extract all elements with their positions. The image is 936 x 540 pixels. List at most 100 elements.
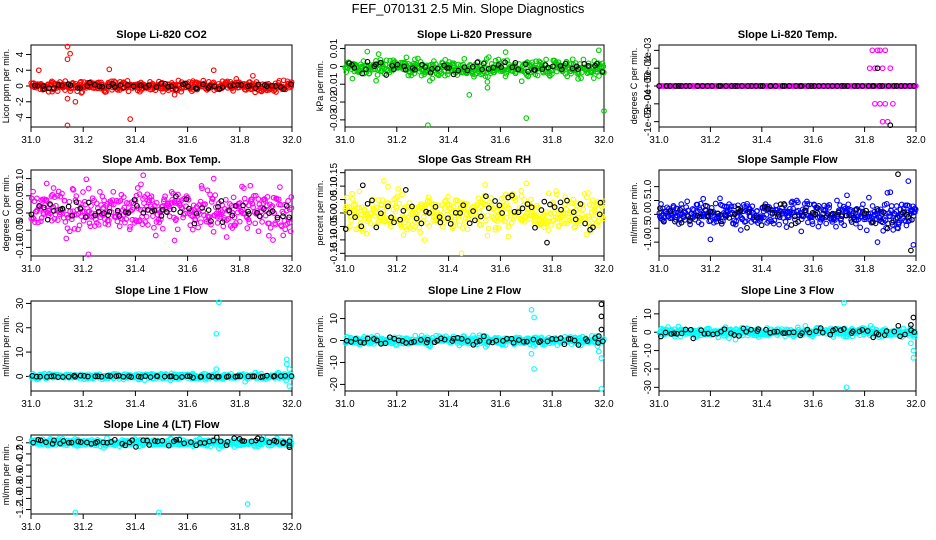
data-point: [678, 201, 685, 207]
x-tick-label: 32.0: [282, 399, 302, 410]
data-point: [280, 232, 287, 239]
data-point: [205, 207, 212, 213]
data-point: [158, 213, 165, 219]
data-point: [215, 203, 221, 210]
data-point: [260, 206, 267, 212]
data-point: [286, 383, 293, 389]
data-point: [547, 201, 553, 208]
series-primary: [656, 299, 919, 391]
data-point: [66, 228, 73, 235]
data-point: [869, 203, 876, 209]
data-point: [200, 208, 207, 215]
data-point: [496, 202, 503, 209]
data-point: [71, 225, 78, 232]
data-point: [757, 83, 764, 89]
panel-title: Slope Li-820 Pressure: [417, 29, 532, 41]
data-point: [561, 220, 568, 227]
data-point: [872, 100, 878, 107]
data-point: [68, 216, 75, 223]
data-point: [739, 83, 745, 89]
data-point: [133, 218, 140, 225]
data-point: [132, 197, 139, 204]
data-point: [833, 223, 839, 230]
x-tick-label: 31.0: [649, 264, 669, 275]
data-point: [863, 227, 870, 234]
data-point: [459, 225, 466, 231]
data-point: [492, 198, 498, 204]
data-point: [754, 208, 760, 214]
data-point: [432, 201, 439, 208]
y-tick-label: 0: [15, 83, 26, 89]
data-point: [380, 177, 387, 184]
y-tick-label: 0.00: [329, 203, 340, 223]
data-point: [843, 384, 850, 391]
x-tick-label: 31.0: [21, 522, 41, 533]
y-tick-label: -5e-04: [643, 89, 654, 118]
data-point: [69, 212, 76, 219]
data-point: [503, 200, 510, 207]
data-point: [450, 203, 457, 210]
data-point: [484, 79, 491, 85]
x-tick-label: 32.0: [906, 264, 926, 275]
data-point: [723, 83, 729, 89]
data-point: [249, 200, 256, 207]
data-point: [839, 83, 845, 89]
data-point: [130, 83, 137, 90]
data-point: [378, 202, 385, 209]
data-point: [737, 227, 744, 233]
data-point: [64, 122, 71, 129]
data-point: [272, 221, 279, 228]
data-point: [148, 197, 155, 204]
data-point: [92, 212, 98, 219]
data-point: [28, 211, 35, 218]
data-point: [698, 221, 705, 228]
data-point: [280, 213, 286, 220]
data-point: [884, 118, 891, 125]
data-point: [590, 75, 597, 81]
x-tick-label: 31.4: [126, 135, 146, 146]
data-point: [356, 188, 363, 195]
data-point: [222, 196, 229, 203]
data-point: [64, 95, 71, 102]
x-tick-label: 31.8: [230, 135, 250, 146]
y-tick-label: 0: [643, 329, 654, 335]
data-point: [425, 122, 431, 129]
data-point: [783, 224, 790, 230]
data-point: [76, 222, 83, 229]
series-primary: [28, 172, 295, 258]
y-tick-label: 1e-03: [643, 37, 654, 63]
data-point: [259, 219, 265, 225]
x-tick-label: 31.4: [126, 264, 146, 275]
data-point: [454, 197, 461, 204]
data-point: [413, 215, 420, 222]
data-point: [73, 199, 80, 205]
data-point: [882, 100, 889, 107]
data-point: [372, 61, 379, 68]
data-point: [225, 216, 232, 222]
y-tick-label: 20: [15, 322, 26, 334]
data-point: [288, 204, 295, 211]
data-point: [409, 210, 416, 217]
data-point: [115, 211, 121, 218]
data-point: [374, 204, 380, 211]
data-point: [191, 220, 198, 227]
data-point: [585, 63, 592, 69]
data-point: [247, 182, 254, 189]
data-point: [495, 225, 502, 231]
y-tick-label: 0.05: [15, 186, 26, 206]
data-point: [484, 84, 491, 91]
data-point: [127, 223, 133, 230]
y-tick-label: 0.01: [329, 38, 340, 58]
data-point: [131, 196, 138, 203]
data-point: [595, 348, 602, 355]
data-point: [97, 189, 103, 195]
data-point: [106, 217, 112, 224]
data-point: [64, 56, 71, 63]
data-point: [700, 195, 707, 202]
data-point: [521, 196, 527, 203]
y-tick-label: 0.05: [329, 189, 340, 209]
data-point: [518, 78, 525, 85]
